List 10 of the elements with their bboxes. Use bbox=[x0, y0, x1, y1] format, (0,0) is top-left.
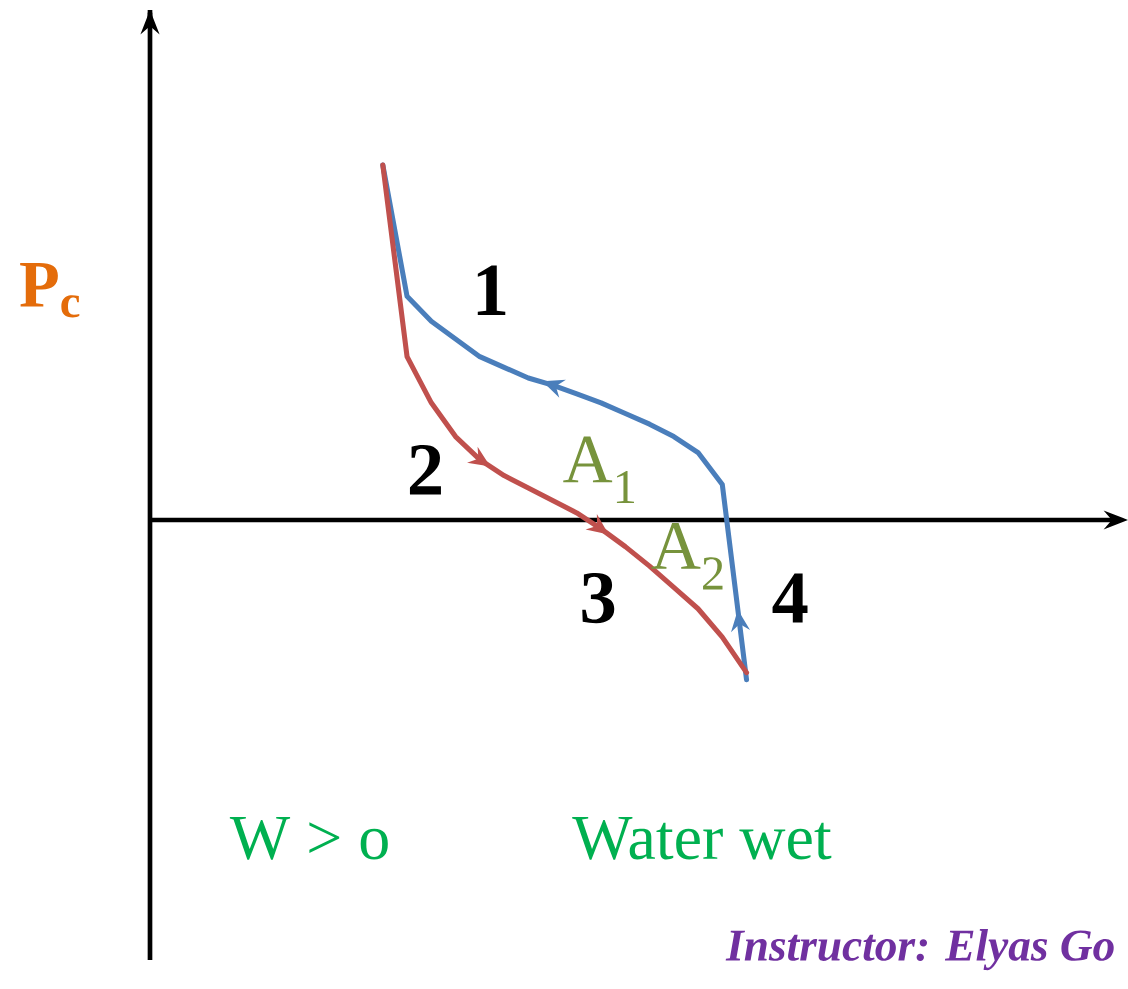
text: Instructor: Elyas Go bbox=[725, 928, 1114, 971]
text: 4 bbox=[772, 573, 808, 623]
text: Water wet bbox=[572, 816, 832, 860]
annotation: A$_{2}$ bbox=[651, 523, 723, 590]
annotation: 1 bbox=[477, 265, 506, 315]
text: W > o bbox=[229, 816, 388, 860]
y-axis-title: P$_{c}$ bbox=[20, 262, 80, 318]
annotation: 3 bbox=[582, 572, 615, 624]
annotation: 2 bbox=[409, 445, 441, 495]
annotation: A$_{1}$ bbox=[563, 436, 635, 503]
